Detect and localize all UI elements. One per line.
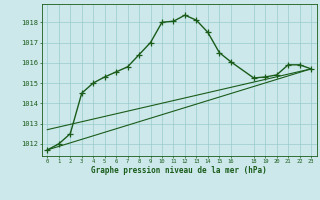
X-axis label: Graphe pression niveau de la mer (hPa): Graphe pression niveau de la mer (hPa)	[91, 166, 267, 175]
